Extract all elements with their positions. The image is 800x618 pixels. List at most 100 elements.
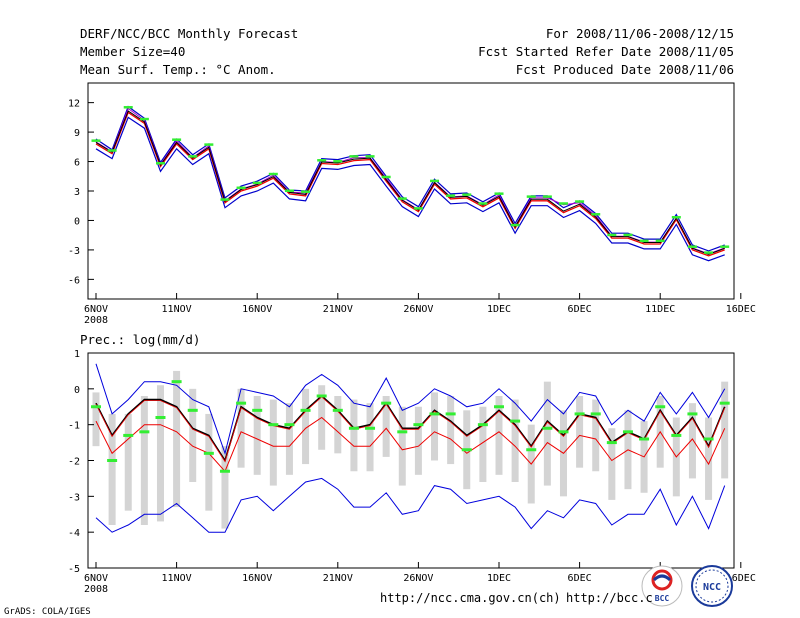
precip-line-ensemble-mean	[95, 394, 726, 463]
precip-member-marker	[590, 412, 601, 416]
precip-member-marker	[252, 408, 263, 412]
temp-member-marker	[333, 160, 343, 163]
precip-plot-frame	[87, 352, 735, 569]
precip-member-marker	[477, 423, 488, 427]
precip-member-marker	[268, 423, 279, 427]
header-period: For 2008/11/06-2008/12/15	[546, 26, 734, 41]
precip-member-marker	[542, 426, 553, 430]
precip-member-marker	[719, 401, 730, 405]
x-tick-label: 11NOV	[162, 304, 192, 315]
precip-spread-bar	[285, 403, 293, 475]
precip-member-marker	[494, 405, 504, 409]
temp-member-marker	[139, 117, 149, 121]
temp-member-marker	[446, 194, 456, 197]
precip-spread-bar	[269, 399, 277, 486]
y-tick-label: 1	[74, 349, 80, 360]
temp-member-marker	[188, 155, 198, 158]
precip-line-mean-red	[95, 396, 726, 463]
temp-member-marker	[107, 149, 117, 152]
precip-member-marker	[703, 437, 714, 441]
x-tick-label: 16DEC	[726, 304, 756, 315]
temp-member-marker	[284, 189, 294, 192]
header-variable: Mean Surf. Temp.: °C Anom.	[80, 62, 276, 77]
precip-spread-bar	[398, 406, 406, 486]
precip-spread-bar	[140, 396, 148, 525]
precip-member-marker	[107, 459, 118, 462]
x-tick-label: 16DEC	[726, 573, 756, 584]
precip-member-marker	[332, 408, 343, 412]
x-tick-label: 26NOV	[403, 573, 433, 584]
x-tick-label: 26NOV	[403, 304, 433, 315]
precip-member-marker	[284, 423, 295, 427]
bcc-logo: BCC	[641, 565, 683, 607]
precip-member-marker	[445, 412, 456, 416]
header-title: DERF/NCC/BCC Monthly Forecast	[80, 26, 298, 41]
x-year-label: 2008	[84, 315, 108, 326]
precip-line-lower-envelope	[95, 477, 726, 533]
temp-member-marker	[430, 179, 440, 183]
y-tick-label: -5	[68, 564, 80, 575]
temp-line-upper	[95, 105, 725, 252]
x-year-label: 2008	[84, 584, 108, 595]
temp-member-marker	[542, 195, 552, 198]
precip-spread-bar	[414, 406, 422, 475]
temp-member-marker	[639, 239, 649, 243]
x-tick-label: 21NOV	[323, 573, 353, 584]
temp-member-marker	[349, 155, 359, 158]
header-member-size: Member Size=40	[80, 44, 185, 59]
temp-member-marker	[172, 138, 182, 141]
header-produced-date: Fcst Produced Date 2008/11/06	[516, 62, 734, 77]
precip-member-marker	[381, 401, 392, 405]
temp-member-marker	[91, 139, 101, 142]
precip-member-marker	[429, 412, 440, 416]
footer-url-ncc[interactable]: http://ncc.cma.gov.cn(ch)	[380, 591, 561, 605]
y-tick-label: -3	[68, 246, 80, 257]
x-tick-label: 6DEC	[568, 573, 592, 584]
temp-member-marker	[462, 193, 472, 196]
temp-line-lower	[95, 116, 725, 262]
precip-member-marker	[574, 412, 585, 416]
precip-spread-bar	[479, 406, 487, 482]
precip-member-marker	[348, 426, 359, 430]
x-tick-label: 6NOV	[84, 304, 108, 315]
precip-spread-bar	[576, 396, 584, 468]
precip-member-marker	[139, 430, 150, 434]
precip-spread-bar	[189, 388, 197, 482]
temp-member-marker	[365, 155, 375, 158]
precip-spread-bar	[156, 385, 164, 522]
svg-text:BCC: BCC	[655, 594, 670, 603]
temp-member-marker	[204, 143, 214, 146]
ncc-logo: NCC	[691, 565, 733, 607]
precip-spread-bar	[511, 399, 519, 482]
precip-member-marker	[558, 430, 569, 434]
precip-spread-bar	[334, 396, 342, 454]
precip-member-marker	[655, 405, 666, 409]
temp-member-marker	[397, 197, 407, 200]
precip-member-marker	[91, 405, 101, 409]
temp-member-marker	[687, 245, 697, 248]
y-tick-label: -3	[68, 492, 80, 503]
temp-member-marker	[671, 215, 681, 219]
y-tick-label: -4	[68, 528, 80, 539]
precip-member-marker	[171, 380, 182, 384]
precip-member-marker	[219, 469, 230, 473]
temp-member-marker	[236, 186, 246, 190]
precip-member-marker	[300, 408, 311, 412]
y-tick-label: -1	[68, 421, 80, 432]
temp-member-marker	[558, 202, 568, 205]
temp-member-marker	[381, 175, 391, 179]
y-tick-label: 12	[68, 99, 80, 110]
footer-url-bcc[interactable]: http://bcc.c	[566, 591, 653, 605]
precip-member-marker	[316, 394, 327, 398]
precip-spread-bar	[221, 446, 229, 529]
y-tick-label: 0	[74, 216, 80, 227]
temperature-panel: -6 -3 0 3 6 9 12 6NOV 11NOV 16NOV 21NOV 26NOV 1DEC 6D…	[68, 82, 756, 326]
precip-spread-bar	[447, 396, 455, 465]
precip-member-marker	[606, 441, 617, 445]
x-tick-label: 21NOV	[323, 304, 353, 315]
y-tick-label: 0	[74, 385, 80, 396]
precip-spread-bar	[108, 413, 116, 525]
temp-line-black	[95, 110, 725, 255]
temp-member-marker	[252, 181, 262, 185]
